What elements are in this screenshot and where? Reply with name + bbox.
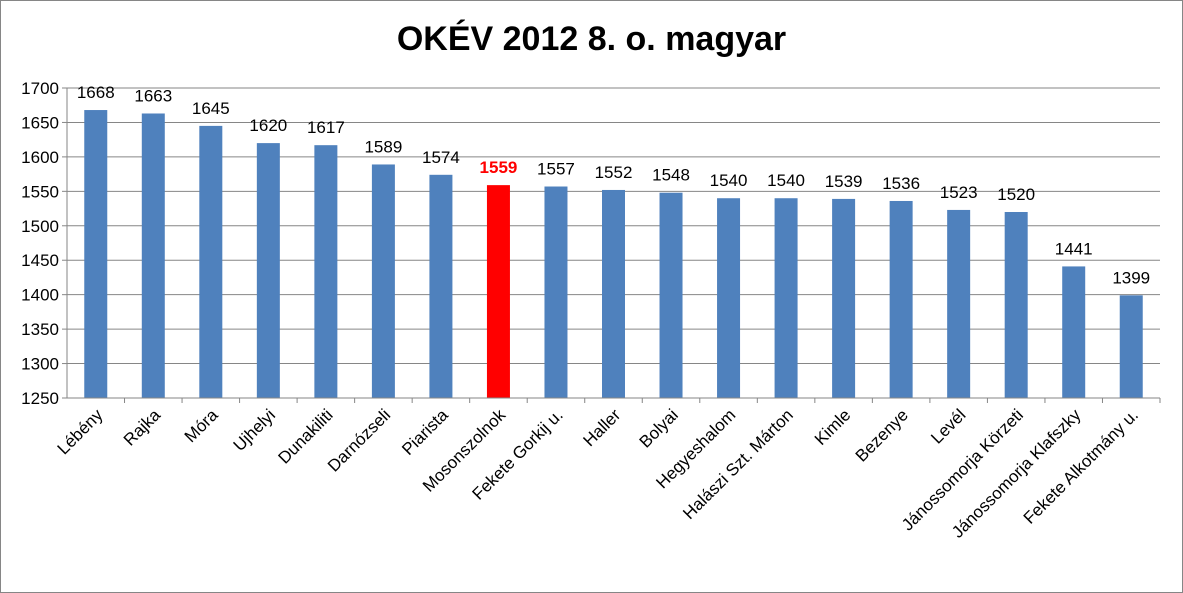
category-label: Darnózseli <box>324 405 394 475</box>
data-label: 1399 <box>1112 268 1150 287</box>
data-label: 1589 <box>364 137 402 156</box>
bar-17 <box>1004 212 1028 398</box>
data-label: 1617 <box>307 118 345 137</box>
data-label: 1520 <box>997 185 1035 204</box>
bar-18 <box>1062 266 1086 398</box>
category-label: Bezenye <box>852 405 912 465</box>
category-label: Levél <box>927 405 969 447</box>
category-label: Móra <box>181 405 222 446</box>
bar-19 <box>1119 295 1143 398</box>
axes: 1250 1300 1350 1400 1450 1500 1550 1600 1650 1700… <box>21 79 1161 542</box>
data-label: 1559 <box>480 158 518 177</box>
data-label: 1523 <box>940 183 978 202</box>
y-tick-label: 1500 <box>21 217 59 236</box>
data-label: 1557 <box>537 160 575 179</box>
data-label: 1539 <box>825 172 863 191</box>
data-label: 1645 <box>192 99 230 118</box>
data-label: 1620 <box>249 116 287 135</box>
y-tick-label: 1650 <box>21 113 59 132</box>
data-label: 1552 <box>595 163 633 182</box>
data-label: 1540 <box>767 171 805 190</box>
y-tick-label: 1400 <box>21 286 59 305</box>
y-tick-label: 1700 <box>21 79 59 98</box>
data-label: 1536 <box>882 174 920 193</box>
data-labels: 1668 1663 1645 1620 1617 1589 1574 1559 1557 1552… <box>77 83 1150 287</box>
y-tick-label: 1600 <box>21 148 59 167</box>
y-tick-label: 1450 <box>21 251 59 270</box>
category-label: Lébény <box>54 405 107 458</box>
bars <box>84 110 1143 399</box>
data-label: 1441 <box>1055 239 1093 258</box>
bar-5 <box>314 145 338 398</box>
data-label: 1663 <box>134 86 172 105</box>
bar-1 <box>84 110 108 399</box>
bar-6 <box>371 164 395 398</box>
data-label: 1574 <box>422 148 460 167</box>
category-label: Ujhelyi <box>230 405 280 455</box>
category-label: Halászi Szt. Márton <box>679 405 797 523</box>
bar-11 <box>659 192 683 398</box>
chart-title: OKÉV 2012 8. o. magyar <box>396 20 787 58</box>
data-label: 1540 <box>710 171 748 190</box>
y-tick-label: 1250 <box>21 389 59 408</box>
y-tick-label: 1300 <box>21 355 59 374</box>
bar-14 <box>832 198 856 398</box>
category-label: Piarista <box>398 405 452 459</box>
bar-7 <box>429 174 453 398</box>
y-tick-label: 1350 <box>21 320 59 339</box>
bar-2 <box>141 113 165 398</box>
category-label: Fekete Alkotmány u. <box>1020 405 1142 527</box>
category-label: Kimle <box>811 405 854 448</box>
data-label: 1668 <box>77 83 115 102</box>
category-label: Bolyai <box>636 405 682 451</box>
bar-13 <box>774 198 798 398</box>
bar-8 <box>486 185 510 398</box>
category-label: Haller <box>579 405 624 450</box>
category-label: Rajka <box>120 405 165 450</box>
bar-16 <box>947 209 971 398</box>
bar-12 <box>717 198 741 398</box>
bar-9 <box>544 186 568 398</box>
bar-4 <box>256 143 280 398</box>
y-tick-label: 1550 <box>21 182 59 201</box>
bar-15 <box>889 200 913 398</box>
bar-3 <box>199 125 223 398</box>
data-label: 1548 <box>652 166 690 185</box>
bar-10 <box>602 189 625 398</box>
